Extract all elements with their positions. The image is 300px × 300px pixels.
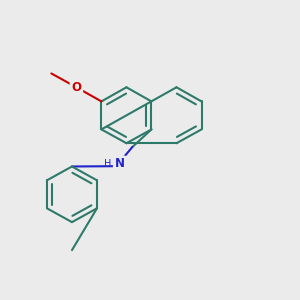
Text: O: O: [71, 81, 81, 94]
Text: N: N: [115, 157, 125, 170]
Text: H: H: [104, 159, 112, 169]
